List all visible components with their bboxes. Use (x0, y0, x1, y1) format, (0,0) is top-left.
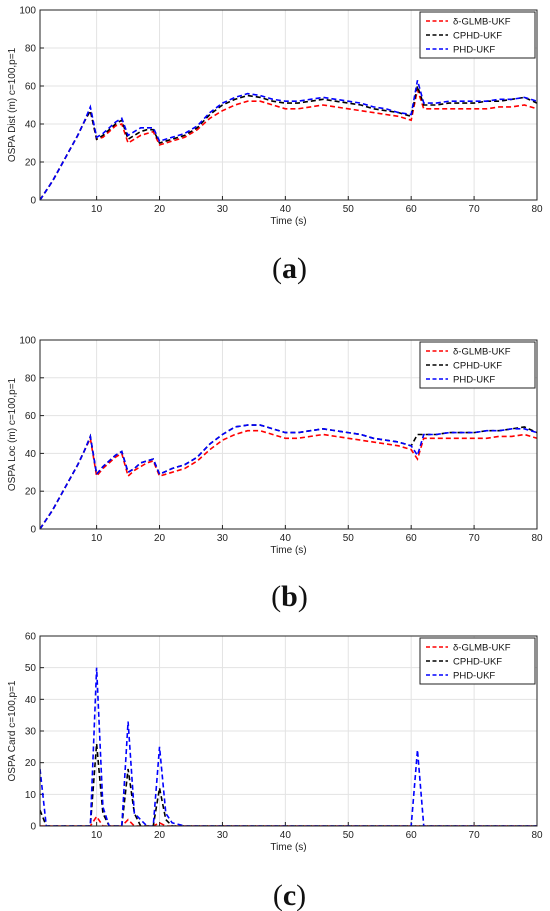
y-tick-label: 0 (30, 822, 36, 833)
legend: δ-GLMB-UKF CPHD-UKF PHD-UKF (419, 341, 536, 389)
y-tick-label: 20 (25, 487, 37, 498)
y-tick-label: 60 (25, 411, 37, 422)
y-tick-label: 40 (25, 695, 37, 706)
y-tick-label: 0 (30, 525, 36, 536)
caption-letter: c (283, 879, 296, 911)
y-tick-label: 0 (30, 196, 36, 207)
x-axis-label: Time (s) (270, 545, 306, 556)
legend-entry: δ-GLMB-UKF (453, 17, 511, 28)
x-tick-label: 70 (469, 533, 481, 544)
axes-frame (39, 339, 538, 530)
series-line-cphd-ukf (40, 82, 537, 200)
caption-close-paren: ) (297, 252, 307, 285)
x-tick-label: 80 (531, 204, 543, 215)
legend-entry: PHD-UKF (453, 375, 495, 386)
legend-entry: δ-GLMB-UKF (453, 347, 511, 358)
y-tick-label: 40 (25, 120, 37, 131)
x-axis-label: Time (s) (270, 842, 306, 853)
x-tick-label: 60 (406, 204, 418, 215)
x-axis-label: Time (s) (270, 216, 306, 227)
legend-entry: δ-GLMB-UKF (453, 643, 511, 654)
chart-panel-a: 10 20 30 40 50 60 70 80 0 20 40 60 80 100 Time (s) OSPA… (7, 6, 543, 286)
series-line-phd-ukf (40, 80, 537, 200)
x-tick-label: 70 (469, 830, 481, 841)
y-axis-label: OSPA Card c=100,p=1 (7, 680, 18, 781)
y-tick-label: 10 (25, 790, 37, 801)
legend-entry: CPHD-UKF (453, 31, 502, 42)
y-tick-label: 20 (25, 158, 37, 169)
x-tick-label: 70 (469, 204, 481, 215)
legend-entry: PHD-UKF (453, 671, 495, 682)
legend-entry: PHD-UKF (453, 45, 495, 56)
caption-letter: a (282, 252, 297, 285)
legend: δ-GLMB-UKF CPHD-UKF PHD-UKF (419, 637, 536, 685)
x-tick-label: 50 (343, 830, 355, 841)
legend-entry: CPHD-UKF (453, 657, 502, 668)
y-tick-label: 60 (25, 82, 37, 93)
y-tick-label: 80 (25, 373, 37, 384)
caption-close-paren: ) (296, 879, 306, 911)
y-tick-label: 100 (19, 336, 36, 347)
x-tick-label: 40 (280, 533, 292, 544)
x-tick-label: 80 (531, 830, 543, 841)
x-tick-label: 40 (280, 204, 292, 215)
x-tick-label: 50 (343, 533, 355, 544)
chart-panel-c: 10 20 30 40 50 60 70 80 0 10 20 30 40 50 60 Time (s) OSP… (7, 632, 543, 911)
caption-letter: b (281, 580, 298, 613)
x-tick-label: 30 (217, 830, 229, 841)
axes-frame (39, 635, 538, 827)
y-axis-label: OSPA Loc (m) c=100,p=1 (7, 377, 18, 491)
series-line-phd-ukf (40, 424, 537, 529)
x-tick-label: 20 (154, 830, 166, 841)
chart-panel-b: 10 20 30 40 50 60 70 80 0 20 40 60 80 100 Time (s) OSPA… (7, 336, 543, 614)
panel-caption: (b) (271, 580, 308, 613)
axes-frame (39, 9, 538, 201)
series-line-cphd-ukf (40, 743, 537, 826)
y-tick-label: 60 (25, 632, 37, 643)
caption-open-paren: ( (273, 879, 283, 911)
x-tick-label: 50 (343, 204, 355, 215)
caption-open-paren: ( (271, 580, 281, 613)
caption-close-paren: ) (298, 580, 308, 613)
y-axis-label: OSPA Dist (m) c=100,p=1 (7, 47, 18, 162)
x-tick-label: 10 (91, 204, 103, 215)
y-tick-label: 40 (25, 449, 37, 460)
x-tick-label: 40 (280, 830, 292, 841)
x-tick-label: 20 (154, 204, 166, 215)
y-tick-label: 30 (25, 727, 37, 738)
x-tick-label: 60 (406, 830, 418, 841)
panel-caption: (a) (272, 252, 307, 285)
legend: δ-GLMB-UKF CPHD-UKF PHD-UKF (419, 11, 536, 59)
y-tick-label: 100 (19, 6, 36, 17)
y-tick-label: 20 (25, 758, 37, 769)
x-tick-label: 10 (91, 830, 103, 841)
x-tick-label: 30 (217, 204, 229, 215)
x-tick-label: 20 (154, 533, 166, 544)
x-tick-label: 30 (217, 533, 229, 544)
panel-caption: (c) (273, 879, 306, 911)
y-tick-label: 50 (25, 663, 37, 674)
legend-entry: CPHD-UKF (453, 361, 502, 372)
series-line-phd-ukf (40, 667, 537, 826)
x-tick-label: 60 (406, 533, 418, 544)
x-tick-label: 80 (531, 533, 543, 544)
x-tick-label: 10 (91, 533, 103, 544)
caption-open-paren: ( (272, 252, 282, 285)
y-tick-label: 80 (25, 44, 37, 55)
